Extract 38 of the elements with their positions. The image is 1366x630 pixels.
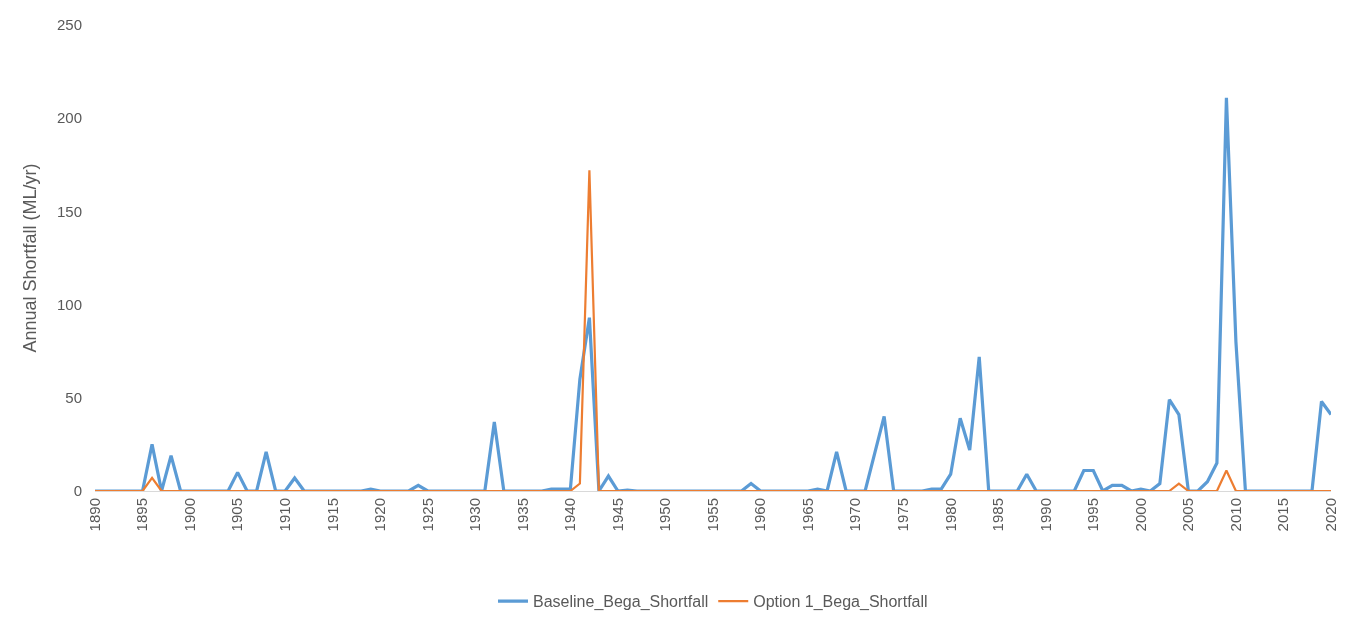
- x-tick-label: 1890: [85, 498, 103, 532]
- x-tick-label: 1920: [371, 498, 389, 532]
- x-tick-label: 2005: [1179, 498, 1197, 532]
- line-series: [95, 96, 1331, 491]
- x-tick-label: 1960: [751, 498, 769, 532]
- y-tick-label: 200: [56, 109, 82, 127]
- x-tick-label: 1935: [513, 498, 531, 532]
- x-tick-label: 1945: [608, 498, 626, 532]
- y-tick-label: 100: [56, 295, 82, 313]
- x-tick-label: 1985: [989, 498, 1007, 532]
- y-tick-label: 150: [56, 202, 82, 220]
- y-tick-label: 50: [65, 389, 82, 407]
- x-tick-label: 1975: [894, 498, 912, 532]
- x-tick-label: 1995: [1084, 498, 1102, 532]
- x-tick-label: 2015: [1274, 498, 1292, 532]
- y-tick-label: 250: [56, 16, 82, 34]
- x-tick-label: 1955: [703, 498, 721, 532]
- x-tick-label: 2000: [1131, 498, 1149, 532]
- x-tick-label: 1990: [1036, 498, 1054, 532]
- x-tick-label: 1965: [798, 498, 816, 532]
- x-tick-label: 1970: [846, 498, 864, 532]
- x-tick-label: 1930: [466, 498, 484, 532]
- x-tick-label: 1910: [276, 498, 294, 532]
- x-tick-label: 1905: [228, 498, 246, 532]
- x-tick-label: 1925: [418, 498, 436, 532]
- x-tick-label: 1915: [323, 498, 341, 532]
- y-tick-label: 0: [73, 482, 82, 500]
- y-axis-title: Annual Shortfall (ML/yr): [20, 163, 41, 353]
- line-series: [95, 169, 1331, 491]
- x-tick-label: 1980: [941, 498, 959, 532]
- legend-label: Baseline_Bega_Shortfall: [533, 593, 709, 612]
- x-tick-label: 2010: [1226, 498, 1244, 532]
- x-tick-label: 1950: [656, 498, 674, 532]
- x-tick-label: 2020: [1321, 498, 1339, 532]
- x-tick-label: 1895: [133, 498, 151, 532]
- x-tick-label: 1900: [180, 498, 198, 532]
- legend-label: Option 1_Bega_Shortfall: [753, 593, 928, 612]
- x-tick-label: 1940: [561, 498, 579, 532]
